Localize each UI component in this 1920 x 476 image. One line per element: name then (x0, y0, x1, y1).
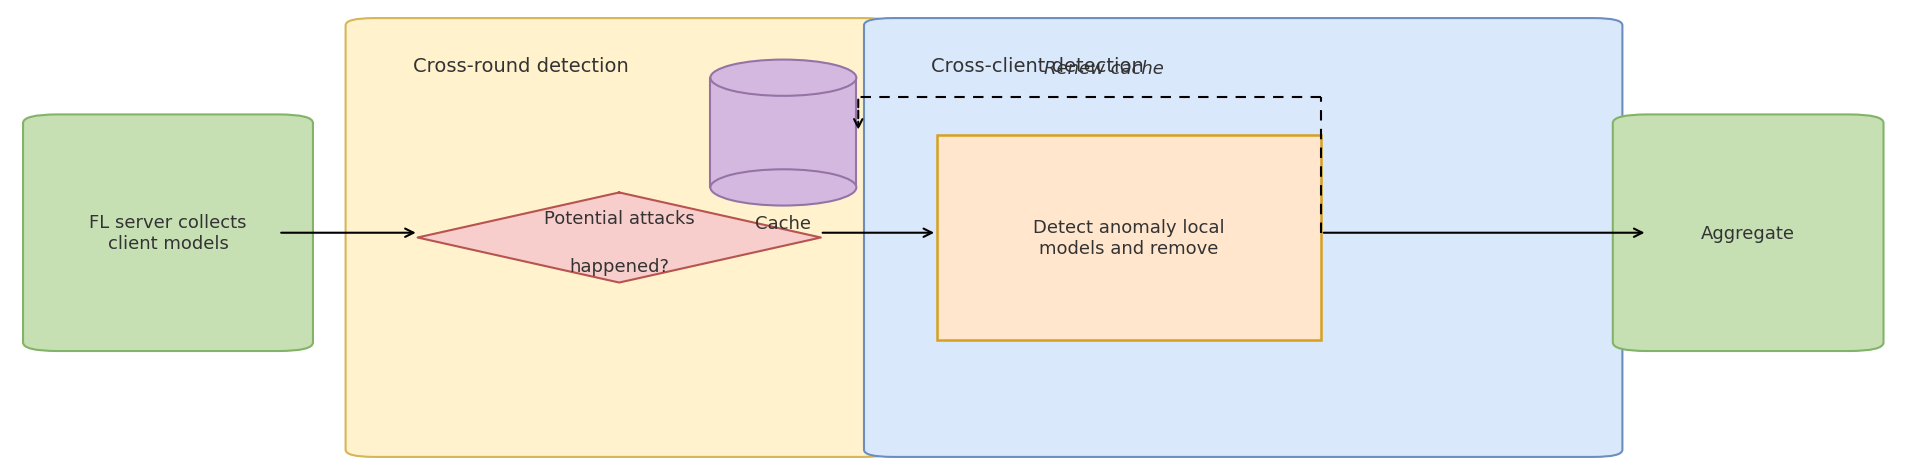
Ellipse shape (710, 60, 856, 97)
Bar (710, 79, 856, 188)
Text: Detect anomaly local
models and remove: Detect anomaly local models and remove (1033, 218, 1225, 258)
Text: Aggregate: Aggregate (1701, 224, 1795, 242)
Text: Cache: Cache (755, 215, 812, 233)
Text: Renew cache: Renew cache (1044, 60, 1164, 78)
Ellipse shape (710, 170, 856, 206)
Text: Potential attacks: Potential attacks (543, 210, 695, 228)
FancyBboxPatch shape (1613, 115, 1884, 351)
Text: Cross-round detection: Cross-round detection (413, 57, 628, 76)
Polygon shape (419, 193, 822, 283)
FancyBboxPatch shape (346, 19, 893, 457)
FancyBboxPatch shape (937, 136, 1321, 340)
Text: happened?: happened? (568, 258, 670, 276)
Text: Cross-client detection: Cross-client detection (931, 57, 1144, 76)
FancyBboxPatch shape (23, 115, 313, 351)
FancyBboxPatch shape (864, 19, 1622, 457)
Text: FL server collects
client models: FL server collects client models (88, 214, 248, 253)
